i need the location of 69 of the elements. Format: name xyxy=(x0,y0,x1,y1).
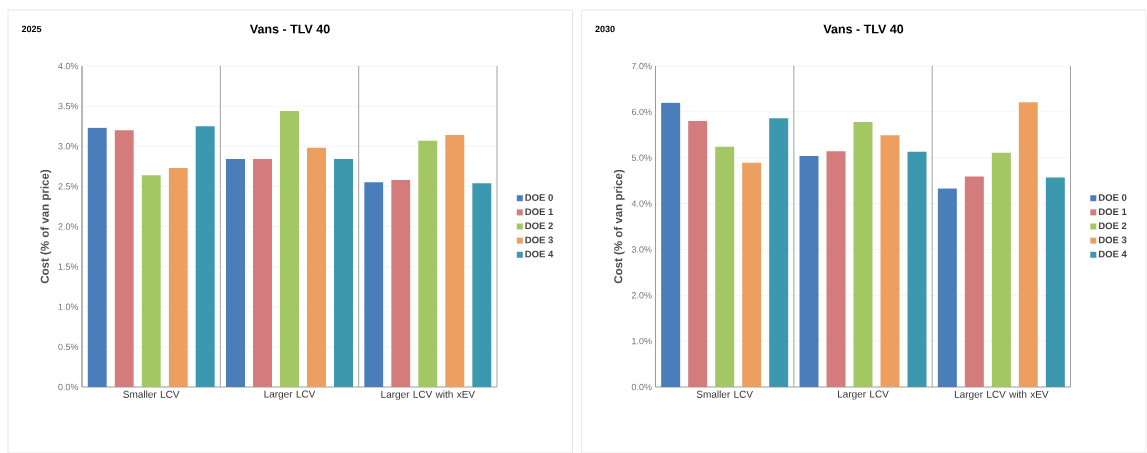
y-tick-label: 1.5% xyxy=(58,263,79,270)
legend-label: DOE 2 xyxy=(1098,222,1127,230)
bar xyxy=(364,182,384,388)
bar xyxy=(715,146,735,388)
legend-label: DOE 4 xyxy=(525,250,554,258)
bar xyxy=(991,152,1011,388)
y-tick-label: 0.0% xyxy=(631,383,652,391)
bar xyxy=(826,151,846,388)
bar xyxy=(253,159,272,388)
bar xyxy=(1018,102,1038,388)
x-tick-label: Larger LCV with xEV xyxy=(954,390,1049,400)
bar xyxy=(195,126,215,388)
bar xyxy=(688,121,708,388)
x-tick-label: Smaller LCV xyxy=(123,390,180,398)
legend-label: DOE 3 xyxy=(525,236,553,244)
legend-label: DOE 0 xyxy=(525,194,553,201)
legend-label: DOE 4 xyxy=(1098,250,1127,258)
bar xyxy=(391,179,411,388)
y-tick-label: 4.0% xyxy=(58,62,79,70)
chart-subtitle: 2025 xyxy=(21,25,42,33)
bar xyxy=(799,155,819,388)
bar xyxy=(445,135,465,388)
x-tick-label: Larger LCV with xEV xyxy=(381,390,476,400)
x-tick-label: Larger LCV xyxy=(837,390,889,400)
legend-label: DOE 1 xyxy=(525,208,554,216)
bar xyxy=(880,135,900,388)
x-tick-label: Smaller LCV xyxy=(696,390,753,398)
y-tick-label: 3.0% xyxy=(58,143,79,150)
y-tick-label: 1.0% xyxy=(58,303,79,310)
bar xyxy=(1045,177,1065,388)
bar xyxy=(307,147,327,388)
legend-label: DOE 2 xyxy=(525,222,553,230)
bar xyxy=(661,102,681,388)
bar xyxy=(418,140,438,388)
y-tick-label: 5.0% xyxy=(631,154,652,161)
chart-subtitle: 2030 xyxy=(595,25,615,33)
y-tick-label: 2.5% xyxy=(58,183,79,190)
y-tick-label: 4.0% xyxy=(631,200,652,207)
y-tick-label: 3.5% xyxy=(58,102,79,110)
x-tick-label: Larger LCV xyxy=(264,390,316,400)
bar xyxy=(907,151,927,388)
y-tick-label: 0.5% xyxy=(58,343,79,351)
chart-title: Vans - TLV 40 xyxy=(823,24,904,34)
legend-label: DOE 3 xyxy=(1098,236,1127,244)
bar xyxy=(472,183,492,388)
bar xyxy=(742,162,762,388)
y-tick-label: 0.0% xyxy=(58,383,79,391)
bar xyxy=(226,159,246,388)
bar xyxy=(141,175,161,388)
y-tick-label: 1.0% xyxy=(632,337,652,345)
bar xyxy=(280,110,300,388)
bar xyxy=(937,188,957,388)
bar xyxy=(168,167,188,388)
bar xyxy=(114,130,134,388)
bar xyxy=(853,121,873,388)
y-tick-label: 7.0% xyxy=(631,62,652,70)
chart-title: Vans - TLV 40 xyxy=(249,24,330,34)
legend-label: DOE 0 xyxy=(1098,194,1127,201)
bar xyxy=(334,159,354,388)
y-tick-label: 2.0% xyxy=(58,223,79,230)
y-tick-label: 6.0% xyxy=(631,108,652,116)
y-tick-label: 3.0% xyxy=(631,246,652,253)
y-axis-title: Cost (% of van price) xyxy=(40,169,52,284)
y-tick-label: 2.0% xyxy=(631,292,652,299)
bar xyxy=(769,118,789,388)
bar xyxy=(964,176,984,388)
legend-label: DOE 1 xyxy=(1098,208,1127,216)
y-axis-title: Cost (% of van price) xyxy=(613,169,625,284)
bar xyxy=(87,127,107,388)
